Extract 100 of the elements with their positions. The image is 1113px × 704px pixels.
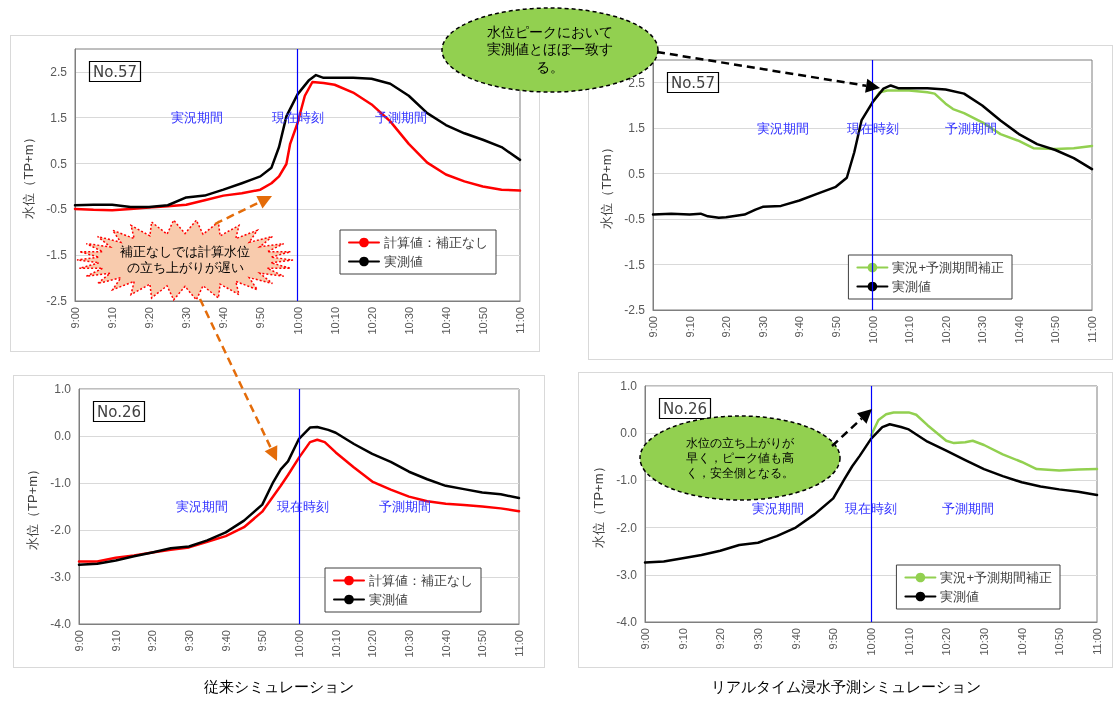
y-tick-label: -3.0 bbox=[616, 567, 638, 582]
x-tick-label: 10:10 bbox=[903, 316, 916, 344]
annotation: 実況期間 bbox=[757, 120, 810, 136]
y-tick-label: 0.0 bbox=[54, 429, 72, 443]
x-tick-label: 9:50 bbox=[829, 316, 842, 338]
x-tick-label: 9:50 bbox=[254, 307, 267, 329]
annotation: 予測期間 bbox=[379, 499, 432, 514]
x-tick-label: 10:30 bbox=[403, 630, 415, 658]
y-tick-label: 2.5 bbox=[50, 64, 68, 79]
x-tick-label: 11:00 bbox=[513, 630, 525, 657]
x-tick-label: 9:40 bbox=[217, 307, 230, 329]
x-tick-label: 9:00 bbox=[73, 630, 85, 652]
y-tick-label: 2.5 bbox=[628, 75, 646, 90]
y-axis-title: 水位（TP+m） bbox=[591, 460, 606, 548]
y-tick-label: -2.0 bbox=[616, 520, 638, 535]
y-tick-label: -1.0 bbox=[50, 476, 72, 490]
x-tick-label: 11:00 bbox=[1091, 628, 1103, 655]
y-tick-label: -1.0 bbox=[616, 473, 638, 488]
x-tick-label: 9:10 bbox=[683, 316, 696, 338]
y-tick-label: -4.0 bbox=[616, 615, 638, 629]
y-tick-label: 0.0 bbox=[620, 426, 638, 441]
x-tick-label: 9:30 bbox=[756, 316, 769, 338]
line-series bbox=[643, 422, 1099, 564]
x-tick-label: 11:00 bbox=[1086, 316, 1098, 343]
x-tick-label: 11:00 bbox=[514, 307, 526, 334]
x-tick-label: 10:40 bbox=[439, 630, 452, 658]
x-tick-label: 9:40 bbox=[789, 628, 802, 650]
legend-label: 実況+予測期間補正 bbox=[892, 260, 1004, 275]
x-tick-label: 9:10 bbox=[676, 628, 689, 650]
x-tick-label: 10:40 bbox=[1012, 316, 1025, 344]
x-tick-label: 10:20 bbox=[939, 316, 952, 344]
y-axis-title: 水位（TP+m） bbox=[25, 462, 40, 551]
legend-label: 実況+予測期間補正 bbox=[940, 570, 1052, 585]
annotation: 実況期間 bbox=[752, 501, 805, 517]
x-tick-label: 9:10 bbox=[106, 307, 119, 329]
x-tick-label: 9:20 bbox=[714, 628, 727, 650]
y-tick-label: 1.5 bbox=[628, 121, 646, 136]
annotation: 予測期間 bbox=[375, 110, 428, 126]
x-tick-label: 9:50 bbox=[256, 630, 269, 652]
y-axis-title: 水位（TP+m） bbox=[21, 131, 36, 219]
y-tick-label: -1.5 bbox=[624, 257, 646, 272]
x-tick-label: 9:30 bbox=[183, 630, 195, 652]
annotation: 予測期間 bbox=[942, 501, 995, 517]
x-tick-label: 10:10 bbox=[328, 307, 341, 335]
x-tick-label: 10:50 bbox=[476, 630, 489, 658]
legend-label: 実測値 bbox=[384, 254, 423, 269]
x-tick-label: 9:00 bbox=[69, 307, 81, 329]
x-tick-label: 10:40 bbox=[1015, 628, 1028, 656]
text: No.26 bbox=[97, 402, 141, 421]
text: No.57 bbox=[671, 73, 715, 92]
x-tick-label: 10:20 bbox=[940, 628, 953, 656]
text: No.26 bbox=[663, 399, 707, 418]
y-tick-label: -4.0 bbox=[50, 617, 72, 631]
legend-label: 実測値 bbox=[369, 592, 408, 607]
y-tick-label: 0.5 bbox=[50, 156, 68, 171]
annotation: 水位の立ち上がりが早く，ピーク値も高く，安全側となる。 bbox=[685, 435, 795, 481]
y-axis-title: 水位（TP+m） bbox=[599, 141, 614, 229]
annotation: 水位ピークにおいて実測値とほぼ一致する。 bbox=[486, 23, 614, 76]
x-tick-label: 10:00 bbox=[865, 628, 877, 656]
annotation: 実況期間 bbox=[171, 110, 224, 126]
x-tick-label: 9:00 bbox=[647, 316, 659, 338]
x-tick-label: 10:00 bbox=[291, 307, 304, 335]
annotation: 実況期間 bbox=[175, 499, 228, 514]
y-tick-label: 1.0 bbox=[54, 382, 72, 396]
x-tick-label: 10:00 bbox=[866, 316, 879, 344]
text: No.57 bbox=[93, 62, 137, 81]
x-tick-label: 9:50 bbox=[827, 628, 840, 650]
x-tick-label: 10:30 bbox=[976, 316, 989, 344]
legend-label: 実測値 bbox=[892, 279, 932, 294]
x-tick-label: 10:00 bbox=[293, 630, 305, 658]
y-tick-label: -0.5 bbox=[624, 212, 646, 227]
y-tick-label: -0.5 bbox=[46, 202, 68, 217]
x-tick-label: 10:40 bbox=[439, 307, 452, 335]
x-tick-label: 10:50 bbox=[1053, 628, 1066, 656]
annotation: 補正なしでは計算水位の立ち上がりが遅い bbox=[119, 243, 251, 276]
legend-label: 計算値：補正なし bbox=[384, 235, 488, 250]
y-tick-label: -2.5 bbox=[624, 303, 646, 317]
y-tick-label: -2.5 bbox=[46, 294, 68, 308]
x-tick-label: 9:40 bbox=[793, 316, 806, 338]
x-tick-label: 10:30 bbox=[402, 307, 415, 335]
x-tick-label: 10:50 bbox=[1049, 316, 1062, 344]
y-tick-label: 1.0 bbox=[620, 379, 638, 393]
x-tick-label: 10:30 bbox=[978, 628, 990, 656]
y-tick-label: -1.5 bbox=[46, 248, 68, 263]
x-tick-label: 10:10 bbox=[902, 628, 915, 656]
legend-label: 実測値 bbox=[940, 589, 980, 604]
x-tick-label: 9:10 bbox=[109, 630, 122, 652]
text: リアルタイム浸水予測シミュレーション bbox=[709, 678, 982, 697]
y-tick-label: -3.0 bbox=[50, 570, 72, 584]
x-tick-label: 10:50 bbox=[476, 307, 489, 335]
x-tick-label: 9:20 bbox=[720, 316, 733, 338]
text: 従来シミュレーション bbox=[203, 678, 355, 697]
y-tick-label: 1.5 bbox=[50, 110, 68, 125]
y-tick-label: 0.5 bbox=[628, 166, 646, 181]
x-tick-label: 9:20 bbox=[143, 307, 156, 329]
x-tick-label: 10:20 bbox=[365, 307, 378, 335]
x-tick-label: 10:10 bbox=[329, 630, 342, 658]
x-tick-label: 9:30 bbox=[752, 628, 764, 650]
x-tick-label: 9:40 bbox=[219, 630, 232, 652]
x-tick-label: 9:30 bbox=[180, 307, 193, 329]
